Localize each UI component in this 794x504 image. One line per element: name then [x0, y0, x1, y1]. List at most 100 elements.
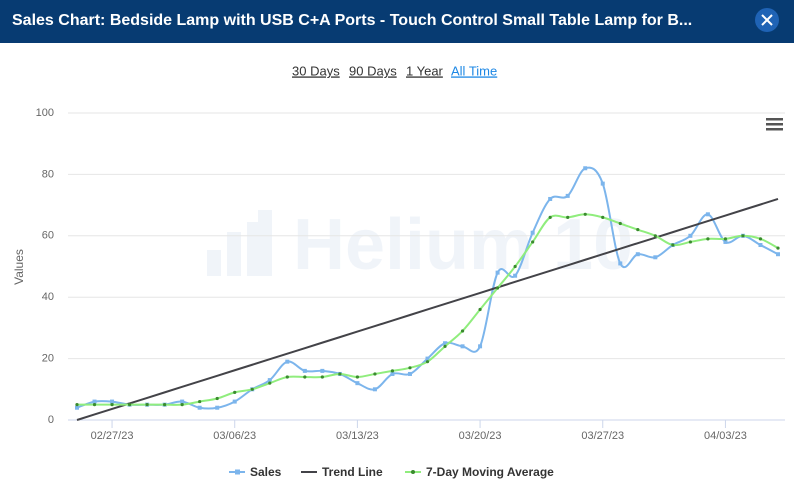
point-marker — [372, 387, 377, 392]
point-marker — [355, 375, 359, 379]
point-marker — [302, 368, 307, 373]
point-marker — [548, 215, 552, 219]
y-tick-label: 60 — [42, 230, 54, 242]
point-marker — [215, 396, 219, 401]
point-marker — [583, 166, 588, 171]
watermark-bar — [207, 250, 221, 276]
point-marker — [75, 405, 79, 410]
menu-line[interactable] — [766, 118, 783, 121]
x-tick-label: 02/27/23 — [91, 430, 134, 442]
x-tick-label: 03/27/23 — [581, 430, 624, 442]
x-tick-label: 04/03/23 — [704, 430, 747, 442]
point-marker — [653, 255, 658, 260]
x-tick-label: 03/06/23 — [213, 430, 256, 442]
point-marker — [303, 375, 307, 379]
point-marker — [285, 375, 289, 379]
y-axis-title: Values — [12, 249, 26, 285]
close-x[interactable] — [761, 14, 773, 26]
point-marker — [723, 237, 728, 241]
point-marker — [320, 368, 325, 373]
point-marker — [758, 237, 763, 241]
point-marker — [338, 372, 342, 376]
point-marker — [92, 403, 97, 407]
point-marker — [688, 233, 693, 238]
point-marker — [513, 264, 517, 269]
legend-marker — [411, 470, 415, 474]
point-marker — [776, 246, 780, 250]
point-marker — [530, 230, 535, 235]
range-link[interactable]: All Time — [451, 63, 497, 78]
point-marker — [618, 221, 622, 226]
close-button[interactable] — [755, 8, 779, 32]
point-marker — [180, 403, 184, 407]
x-tick-label: 03/13/23 — [336, 430, 379, 442]
point-marker — [110, 399, 115, 404]
range-link[interactable]: 30 Days — [292, 63, 340, 78]
menu-line[interactable] — [766, 123, 783, 126]
point-marker — [127, 403, 132, 407]
y-tick-label: 20 — [42, 353, 54, 365]
point-marker — [408, 366, 412, 370]
point-marker — [373, 372, 377, 376]
point-marker — [355, 381, 360, 386]
range-link[interactable]: 1 Year — [406, 63, 444, 78]
point-marker — [232, 399, 237, 404]
point-marker — [390, 369, 395, 373]
point-marker — [723, 239, 728, 244]
header-bar — [0, 0, 794, 43]
watermark: Helium 10 — [207, 205, 633, 285]
x-tick-label: 03/20/23 — [459, 430, 502, 442]
point-marker — [653, 234, 657, 238]
legend-label[interactable]: Trend Line — [322, 465, 383, 479]
point-marker — [267, 378, 272, 383]
menu-icon[interactable] — [766, 118, 783, 131]
range-link[interactable]: 90 Days — [349, 63, 397, 78]
point-marker — [688, 240, 692, 244]
point-marker — [478, 344, 483, 349]
point-marker — [636, 228, 640, 232]
point-marker — [706, 237, 710, 241]
point-marker — [425, 360, 430, 364]
menu-line[interactable] — [766, 128, 783, 131]
point-marker — [618, 261, 623, 266]
point-marker — [478, 307, 482, 312]
point-marker — [671, 243, 675, 247]
point-marker — [320, 375, 324, 379]
point-marker — [180, 399, 185, 404]
point-marker — [565, 193, 570, 198]
point-marker — [495, 270, 500, 275]
point-marker — [268, 381, 272, 385]
point-marker — [425, 356, 430, 361]
point-marker — [583, 212, 587, 216]
point-marker — [92, 399, 97, 404]
series-line — [76, 198, 779, 421]
point-marker — [496, 286, 500, 290]
point-marker — [145, 403, 149, 407]
point-marker — [110, 403, 114, 407]
point-marker — [705, 212, 710, 217]
watermark-text: Helium 10 — [293, 205, 633, 285]
y-tick-label: 40 — [42, 291, 54, 303]
modal-title: Sales Chart: Bedside Lamp with USB C+A P… — [12, 12, 692, 29]
point-marker — [513, 273, 518, 278]
point-marker — [460, 344, 465, 349]
y-tick-label: 100 — [36, 107, 54, 119]
legend-label[interactable]: Sales — [250, 465, 282, 479]
point-marker — [443, 344, 447, 348]
point-marker — [215, 405, 220, 410]
point-marker — [197, 405, 202, 410]
point-marker — [75, 403, 79, 407]
point-marker — [741, 234, 745, 238]
point-marker — [635, 252, 640, 257]
point-marker — [531, 240, 535, 244]
point-marker — [198, 399, 202, 404]
legend-marker — [235, 469, 240, 475]
point-marker — [460, 329, 465, 333]
point-marker — [776, 252, 780, 257]
series-line — [76, 166, 779, 410]
legend-label[interactable]: 7-Day Moving Average — [426, 465, 554, 479]
point-marker — [566, 215, 570, 219]
watermark-bar — [227, 232, 241, 276]
point-marker — [600, 181, 605, 186]
